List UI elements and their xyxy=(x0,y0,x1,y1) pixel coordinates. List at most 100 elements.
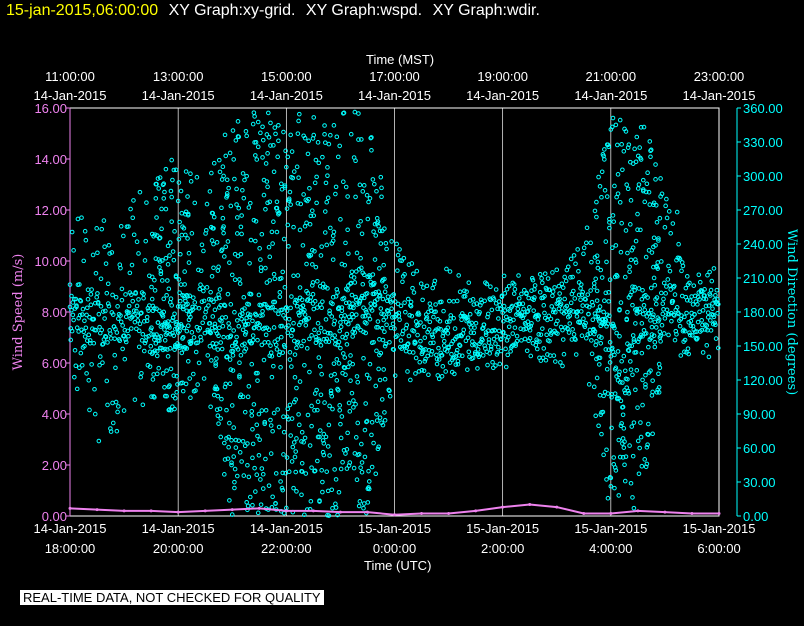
wdir-point xyxy=(336,305,342,310)
wdir-point xyxy=(519,338,524,343)
wdir-point xyxy=(165,243,171,249)
wdir-point xyxy=(477,309,482,315)
wdir-point xyxy=(361,356,366,361)
wdir-point xyxy=(625,250,630,256)
wdir-point xyxy=(667,268,673,274)
wdir-point xyxy=(343,300,349,306)
wdir-point xyxy=(240,171,246,176)
wdir-point xyxy=(204,201,210,207)
wdir-point xyxy=(338,320,343,325)
wdir-point xyxy=(321,441,327,446)
wdir-point xyxy=(194,174,200,180)
wdir-point xyxy=(648,147,654,153)
wdir-point xyxy=(103,308,108,314)
wdir-point xyxy=(465,315,470,320)
wdir-point xyxy=(332,318,337,324)
wdir-point xyxy=(335,154,341,160)
wdir-point xyxy=(134,239,140,245)
wdir-point xyxy=(613,243,619,248)
wdir-point xyxy=(260,312,265,318)
wdir-point xyxy=(275,337,280,342)
wdir-point xyxy=(591,284,597,290)
left-axis-title: Wind Speed (m/s) xyxy=(11,254,26,371)
wdir-point xyxy=(253,238,258,244)
wdir-point xyxy=(313,264,319,270)
wdir-point xyxy=(354,477,360,483)
wdir-point xyxy=(328,373,334,378)
wdir-point xyxy=(631,420,637,425)
wdir-point xyxy=(607,313,612,319)
wdir-point xyxy=(368,301,374,306)
wdir-point xyxy=(506,283,512,289)
wdir-point xyxy=(180,306,186,312)
wdir-point xyxy=(473,320,479,326)
wdir-point xyxy=(222,303,228,309)
wdir-point xyxy=(653,325,659,330)
wdir-point xyxy=(282,185,288,190)
wdir-point xyxy=(426,327,432,332)
wdir-point xyxy=(250,455,255,461)
wdir-point xyxy=(279,323,285,329)
wdir-point xyxy=(565,326,570,332)
wdir-point xyxy=(599,275,605,280)
wdir-point xyxy=(444,319,450,325)
wdir-point xyxy=(211,226,216,231)
wdir-point xyxy=(113,294,119,300)
wdir-point xyxy=(650,314,655,320)
wdir-point xyxy=(267,254,273,260)
wdir-point xyxy=(259,466,265,471)
wdir-point xyxy=(358,465,363,470)
wdir-point xyxy=(301,439,306,445)
left-tick-label: 14.00 xyxy=(34,152,67,167)
wdir-point xyxy=(713,322,718,328)
wdir-point xyxy=(621,445,627,450)
wspd-point xyxy=(95,508,99,512)
wdir-point xyxy=(374,418,380,423)
wdir-point xyxy=(604,194,610,199)
wdir-point xyxy=(452,371,457,377)
wdir-point xyxy=(187,376,193,381)
wdir-point xyxy=(248,291,254,297)
wdir-point xyxy=(557,291,562,296)
wdir-point xyxy=(185,358,191,364)
wdir-point xyxy=(709,278,715,284)
wdir-point xyxy=(262,421,268,427)
wdir-point xyxy=(315,305,320,310)
wdir-point xyxy=(448,313,454,318)
wdir-point xyxy=(446,345,451,351)
wdir-point xyxy=(369,147,374,153)
wdir-point xyxy=(260,155,265,160)
wdir-point xyxy=(339,308,345,314)
wdir-point xyxy=(93,327,99,333)
wdir-point xyxy=(418,320,423,325)
wdir-point xyxy=(305,151,311,157)
wdir-point xyxy=(222,132,228,138)
wdir-point xyxy=(271,143,276,148)
wdir-point xyxy=(529,321,534,326)
wdir-point xyxy=(286,316,292,322)
wdir-point xyxy=(276,352,282,358)
wdir-point xyxy=(280,269,286,275)
wdir-point xyxy=(118,224,124,229)
wdir-point xyxy=(228,203,234,209)
wdir-point xyxy=(255,510,261,516)
wdir-point xyxy=(555,331,560,336)
wdir-point xyxy=(384,246,389,252)
wdir-point xyxy=(475,366,480,371)
wdir-point xyxy=(311,213,317,218)
wdir-point xyxy=(382,289,388,295)
wdir-point xyxy=(184,328,190,334)
top-tick-time: 19:00:00 xyxy=(477,69,528,84)
wdir-point xyxy=(609,245,615,251)
wdir-point xyxy=(377,337,382,342)
wdir-point xyxy=(445,325,451,330)
wdir-point xyxy=(504,286,510,292)
wdir-point xyxy=(622,368,628,374)
wdir-point xyxy=(599,194,604,200)
wdir-point xyxy=(356,137,361,142)
wdir-point xyxy=(131,313,136,318)
wdir-point xyxy=(620,412,626,418)
wdir-point xyxy=(366,479,372,484)
wdir-point xyxy=(271,271,277,277)
wdir-point xyxy=(169,157,174,163)
